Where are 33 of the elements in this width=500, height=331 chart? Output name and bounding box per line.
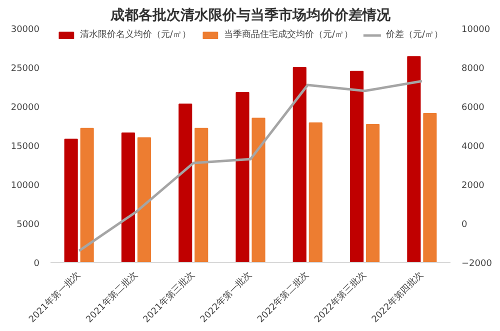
legend-label: 清水限价名义均价（元/㎡） bbox=[80, 28, 191, 41]
bar bbox=[350, 70, 364, 262]
y2-tick-label: 8000 bbox=[462, 64, 485, 74]
bar bbox=[137, 137, 151, 262]
y-tick-label: 5000 bbox=[16, 220, 40, 230]
y-tick-label: 25000 bbox=[10, 64, 40, 74]
bar bbox=[236, 92, 250, 262]
bar bbox=[423, 113, 437, 262]
y2-tick-label: 4000 bbox=[462, 142, 485, 152]
y-tick-label: 0 bbox=[34, 259, 40, 269]
y-tick-label: 15000 bbox=[10, 142, 40, 152]
bar bbox=[80, 128, 94, 262]
y-tick-label: 20000 bbox=[10, 103, 40, 113]
bar bbox=[194, 128, 208, 262]
bar bbox=[252, 118, 266, 262]
bar bbox=[121, 132, 135, 262]
bar bbox=[178, 104, 192, 262]
bar bbox=[292, 67, 306, 262]
bar bbox=[407, 56, 421, 262]
y2-tick-label: 6000 bbox=[462, 103, 485, 113]
bar bbox=[64, 138, 78, 262]
y2-tick-label: 10000 bbox=[462, 25, 490, 35]
bar bbox=[308, 122, 322, 262]
legend-label: 价差（元/㎡） bbox=[386, 28, 444, 41]
chart-title: 成都各批次清水限价与当季市场均价价差情况 bbox=[110, 6, 392, 24]
y-tick-label: 10000 bbox=[10, 181, 40, 191]
bar bbox=[366, 124, 380, 262]
y2-tick-label: 2000 bbox=[462, 181, 485, 191]
y-tick-label: 30000 bbox=[10, 25, 40, 35]
legend-label: 当季商品住宅成交均价（元/㎡） bbox=[224, 28, 354, 41]
y2-tick-label: 0 bbox=[462, 220, 468, 230]
line-series bbox=[78, 80, 424, 252]
y2-tick-label: −2000 bbox=[462, 259, 492, 269]
